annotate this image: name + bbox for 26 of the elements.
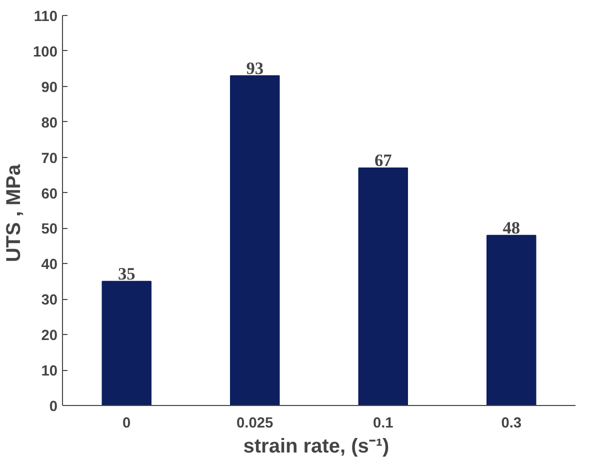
y-tick-label: 40 bbox=[41, 257, 58, 274]
y-tick-label: 80 bbox=[41, 115, 58, 132]
data-label: 48 bbox=[502, 218, 520, 238]
x-tick-label: 0 bbox=[122, 416, 131, 432]
y-tick-label: 50 bbox=[41, 222, 58, 238]
y-tick-label: 70 bbox=[41, 150, 58, 167]
x-tick-label: 0.025 bbox=[236, 416, 274, 432]
bar bbox=[230, 75, 280, 406]
y-tick-label: 110 bbox=[34, 9, 58, 25]
y-tick-label: 90 bbox=[41, 80, 58, 96]
data-label: 93 bbox=[246, 58, 264, 78]
y-tick-label: 30 bbox=[41, 292, 58, 309]
y-tick-label: 60 bbox=[41, 186, 58, 202]
x-tick-label: 0.1 bbox=[372, 416, 394, 432]
y-tick-label: 0 bbox=[49, 399, 58, 415]
data-label: 35 bbox=[118, 264, 136, 284]
x-axis-title: strain rate, (s⁻¹) bbox=[243, 436, 390, 458]
x-tick-label: 0.3 bbox=[501, 416, 522, 432]
y-tick-label: 10 bbox=[41, 364, 58, 380]
bar bbox=[486, 234, 536, 406]
bar bbox=[358, 167, 408, 406]
bar bbox=[102, 280, 152, 406]
data-label: 67 bbox=[374, 150, 392, 170]
y-tick-label: 100 bbox=[33, 44, 58, 60]
y-axis-title: UTS , MPa bbox=[3, 164, 26, 262]
y-tick-label: 20 bbox=[41, 328, 58, 344]
